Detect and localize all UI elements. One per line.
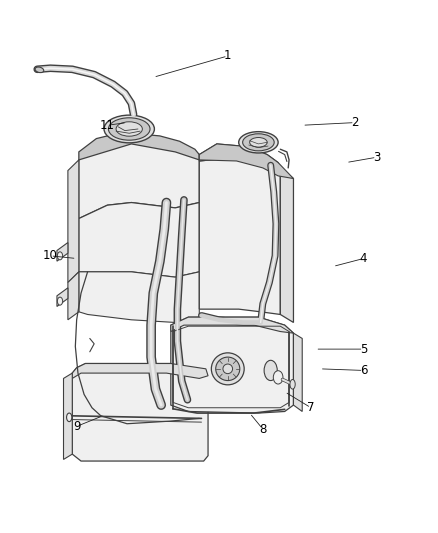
Polygon shape [199,144,280,168]
Ellipse shape [35,67,44,72]
Polygon shape [72,364,208,378]
Polygon shape [171,317,293,413]
Ellipse shape [216,357,240,381]
Polygon shape [79,272,199,322]
Ellipse shape [290,379,295,389]
Ellipse shape [250,138,267,147]
Text: 1: 1 [224,50,232,62]
Polygon shape [57,243,68,261]
Text: 5: 5 [360,343,367,356]
Polygon shape [199,157,280,314]
Ellipse shape [57,297,63,305]
Text: 6: 6 [360,364,367,377]
Polygon shape [79,203,199,277]
Text: 4: 4 [360,252,367,265]
Text: 10: 10 [43,249,58,262]
Polygon shape [68,160,79,282]
Ellipse shape [67,413,72,422]
Polygon shape [79,136,199,219]
Polygon shape [293,333,302,411]
Text: 2: 2 [351,116,359,129]
Polygon shape [199,144,293,179]
Polygon shape [171,317,293,333]
Polygon shape [57,288,68,306]
Ellipse shape [211,353,244,385]
Polygon shape [68,272,79,320]
Polygon shape [64,373,72,459]
Ellipse shape [116,122,142,136]
Ellipse shape [57,252,63,260]
Ellipse shape [239,132,278,153]
Text: 11: 11 [100,119,115,132]
Ellipse shape [243,134,274,151]
Ellipse shape [108,118,150,140]
Polygon shape [280,168,293,322]
Text: 8: 8 [259,423,266,435]
Ellipse shape [223,364,233,374]
Polygon shape [79,133,199,160]
Text: 9: 9 [73,420,81,433]
Polygon shape [72,364,208,461]
Ellipse shape [104,115,154,143]
Ellipse shape [273,371,283,384]
Text: 7: 7 [307,401,315,414]
Ellipse shape [264,360,277,381]
Text: 3: 3 [373,151,380,164]
